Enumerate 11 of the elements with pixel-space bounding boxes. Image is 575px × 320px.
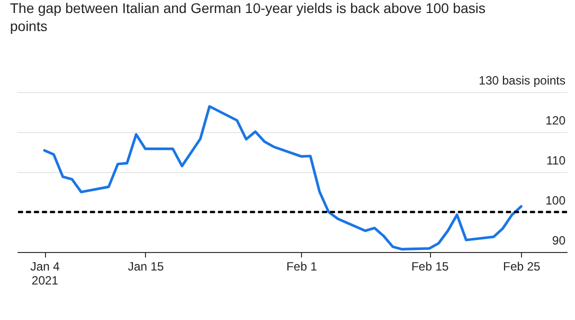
x-tick-label: Jan 4 2021 — [30, 260, 60, 288]
x-tick-label: Feb 25 — [502, 260, 541, 274]
y-tick-label: 90 — [552, 234, 566, 248]
y-tick-label: 130 basis points — [478, 74, 566, 88]
x-tick-label: Feb 1 — [286, 260, 318, 274]
x-tick-label: Jan 15 — [128, 260, 164, 274]
x-tick-label: Feb 15 — [411, 260, 450, 274]
chart-title: The gap between Italian and German 10-year yields is back above 100 basis points — [10, 0, 486, 34]
y-tick-label: 110 — [546, 154, 566, 168]
y-tick-label: 120 — [545, 114, 566, 128]
y-tick-label: 100 — [545, 194, 566, 208]
